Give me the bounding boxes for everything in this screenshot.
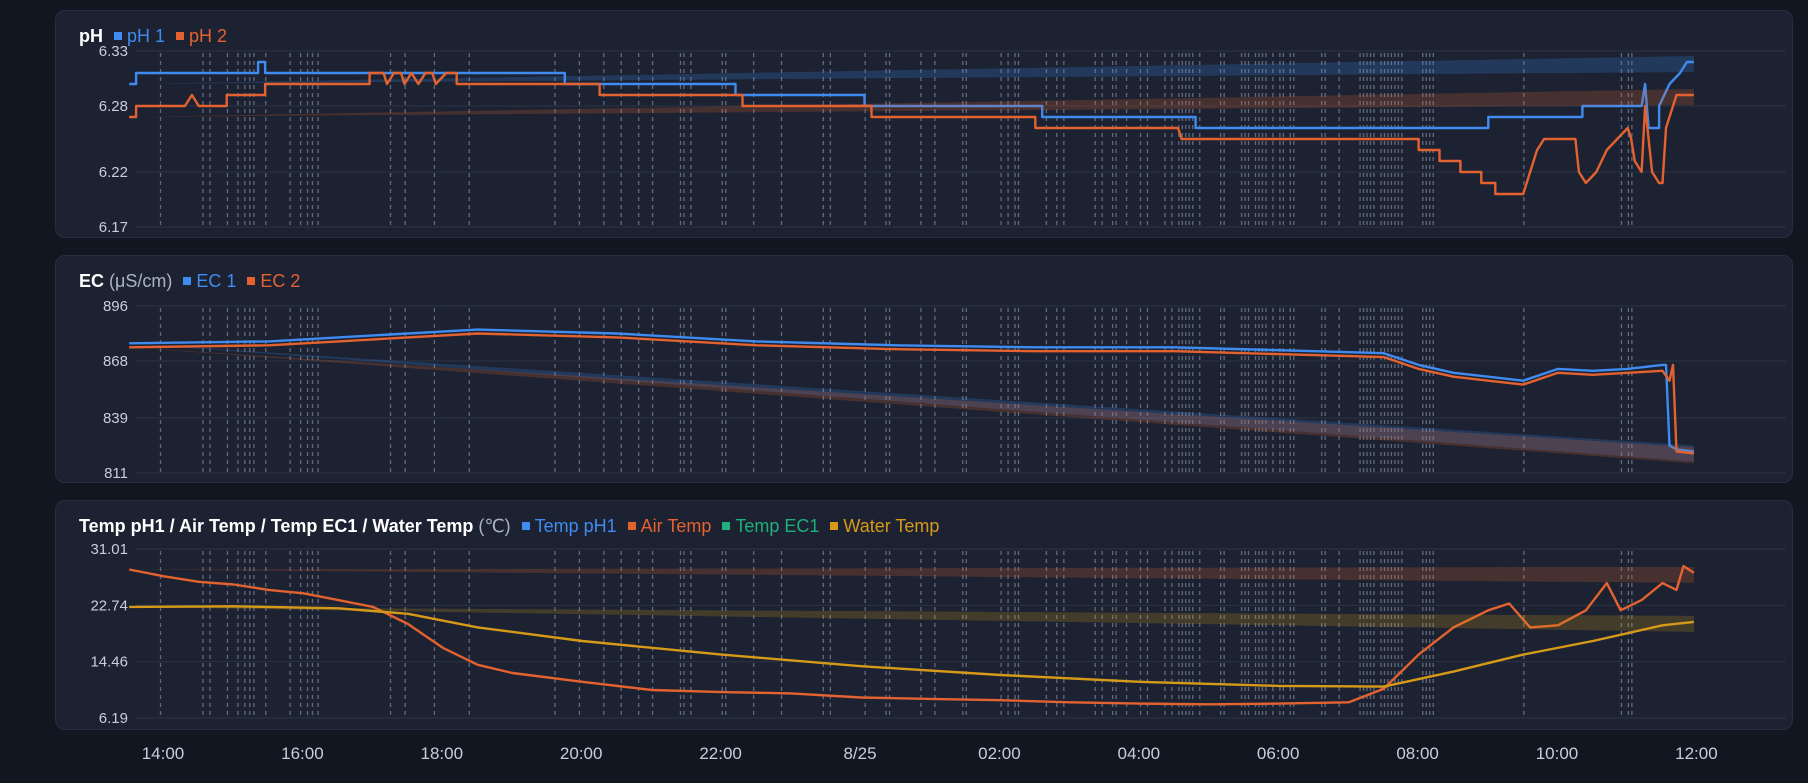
- y-tick-label: 6.17: [99, 219, 128, 236]
- temp-chart-unit: (℃): [478, 515, 511, 536]
- x-tick-label: 10:00: [1536, 744, 1579, 763]
- temp-plot: 31.01 22.74 14.46 6.19: [90, 541, 1786, 727]
- y-tick-label: 22.74: [90, 597, 128, 614]
- legend-label: Temp EC1: [735, 515, 820, 536]
- x-tick-label: 16:00: [281, 744, 324, 763]
- legend-label: EC 2: [260, 270, 301, 291]
- x-axis: 14:00 16:00 18:00 20:00 22:00 8/25 02:00 04:00 0…: [142, 744, 1718, 763]
- y-tick-label: 31.01: [90, 541, 128, 558]
- legend-swatch: [722, 522, 731, 530]
- y-tick-label: 896: [103, 298, 128, 315]
- series-line-ph-1[interactable]: [129, 60, 1694, 130]
- legend-swatch: [521, 522, 530, 530]
- ec-chart-title: EC: [79, 270, 105, 291]
- y-tick-label: 6.28: [99, 98, 128, 115]
- ph-chart-panel: pH pH 1 pH 2 6.33 6.28 6.22 6.17: [55, 10, 1793, 238]
- legend-item-temp-ec1[interactable]: Temp EC1: [722, 516, 819, 537]
- legend-item-ph1[interactable]: pH 1: [114, 26, 165, 47]
- ec-legend: EC (μS/cm) EC 1 EC 2: [79, 270, 300, 292]
- ph-plot: 6.33 6.28 6.22 6.17: [99, 43, 1786, 236]
- legend-item-water-temp[interactable]: Water Temp: [830, 516, 939, 537]
- series-line-water-temp[interactable]: [129, 605, 1695, 688]
- x-tick-label: 02:00: [978, 744, 1021, 763]
- legend-item-air-temp[interactable]: Air Temp: [627, 515, 712, 537]
- x-tick-label: 18:00: [421, 744, 464, 763]
- legend-item-temp-ph1[interactable]: Temp pH1: [521, 515, 617, 537]
- series-line-ec-2[interactable]: [129, 332, 1695, 455]
- legend-swatch: [627, 522, 636, 530]
- series-band: [129, 566, 1694, 583]
- y-tick-label: 839: [103, 410, 128, 427]
- temp-legend: Temp pH1 / Air Temp / Temp EC1 / Water T…: [79, 515, 939, 537]
- legend-swatch: [183, 277, 192, 285]
- x-tick-label: 04:00: [1118, 744, 1161, 763]
- x-tick-label: 20:00: [560, 744, 603, 763]
- y-tick-label: 868: [103, 353, 128, 370]
- x-tick-label: 22:00: [699, 744, 742, 763]
- legend-item-ec1[interactable]: EC 1: [183, 271, 236, 292]
- legend-swatch: [176, 32, 185, 40]
- y-tick-label: 14.46: [90, 654, 128, 671]
- series-band: [129, 606, 1694, 632]
- x-tick-label: 08:00: [1396, 744, 1439, 763]
- legend-label: EC 1: [196, 270, 237, 291]
- legend-label: Water Temp: [843, 515, 940, 536]
- series-line-air-temp[interactable]: [128, 564, 1695, 706]
- x-tick-label: 12:00: [1675, 744, 1718, 763]
- ph-chart-title: pH: [79, 25, 103, 46]
- legend-item-ph2[interactable]: pH 2: [176, 26, 227, 47]
- ec-chart-unit: (μS/cm): [109, 270, 173, 291]
- ec-plot: 896 868 839 811: [103, 298, 1786, 482]
- series-band: [129, 347, 1694, 464]
- legend-swatch: [114, 32, 122, 40]
- series-band: [129, 343, 1694, 462]
- x-tick-label: 8/25: [843, 744, 876, 763]
- ec-chart-panel: EC (μS/cm) EC 1 EC 2 896 868 839 811: [55, 255, 1793, 483]
- series-line-ec-1[interactable]: [129, 328, 1695, 453]
- ph-legend: pH pH 1 pH 2: [79, 25, 227, 47]
- y-tick-label: 6.22: [99, 164, 128, 181]
- legend-label: Temp pH1: [534, 515, 617, 536]
- legend-swatch: [830, 522, 839, 530]
- temp-chart-panel: Temp pH1 / Air Temp / Temp EC1 / Water T…: [55, 500, 1793, 730]
- legend-item-ec2[interactable]: EC 2: [247, 271, 300, 292]
- y-tick-label: 6.19: [99, 710, 128, 727]
- y-tick-label: 6.33: [99, 43, 128, 60]
- legend-label: Air Temp: [640, 515, 712, 536]
- series-line-ph-2[interactable]: [129, 71, 1694, 196]
- series-band: [129, 56, 1694, 84]
- temp-chart-title: Temp pH1 / Air Temp / Temp EC1 / Water T…: [79, 515, 474, 536]
- x-tick-label: 06:00: [1257, 744, 1300, 763]
- x-tick-label: 14:00: [142, 744, 185, 763]
- y-tick-label: 811: [104, 465, 128, 482]
- series-band: [129, 89, 1694, 117]
- legend-label: pH 2: [189, 25, 228, 46]
- legend-swatch: [247, 277, 256, 285]
- legend-label: pH 1: [127, 25, 166, 46]
